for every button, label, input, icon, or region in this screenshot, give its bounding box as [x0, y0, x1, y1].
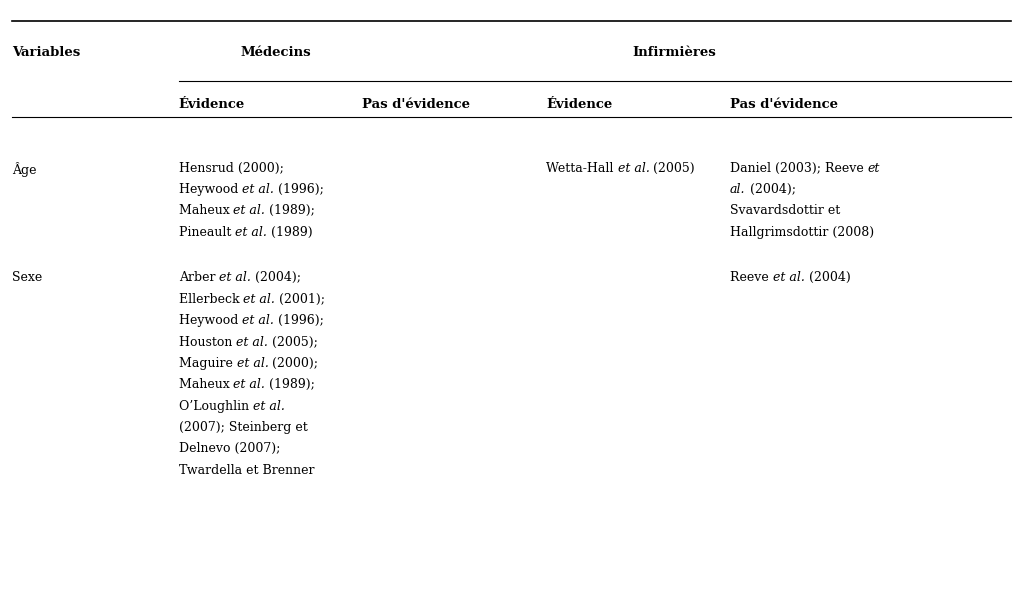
- Text: Médecins: Médecins: [240, 46, 311, 59]
- Text: Wetta-Hall: Wetta-Hall: [546, 162, 618, 174]
- Text: et: et: [868, 162, 880, 174]
- Text: Évidence: Évidence: [179, 98, 245, 110]
- Text: Arber: Arber: [179, 271, 220, 284]
- Text: Daniel (2003); Reeve: Daniel (2003); Reeve: [730, 162, 868, 174]
- Text: et al.: et al.: [242, 314, 274, 327]
- Text: Pas d'évidence: Pas d'évidence: [362, 98, 471, 110]
- Text: Svavardsdottir et: Svavardsdottir et: [730, 204, 840, 217]
- Text: et al.: et al.: [234, 204, 265, 217]
- Text: Sexe: Sexe: [12, 271, 43, 284]
- Text: Maguire: Maguire: [179, 357, 237, 370]
- Text: Hensrud (2000);: Hensrud (2000);: [179, 162, 284, 174]
- Text: Heywood: Heywood: [179, 314, 242, 327]
- Text: (1989): (1989): [266, 226, 312, 239]
- Text: et al.: et al.: [220, 271, 251, 284]
- Text: Maheux: Maheux: [179, 204, 234, 217]
- Text: Pineault: Pineault: [179, 226, 235, 239]
- Text: et al.: et al.: [618, 162, 649, 174]
- Text: (2001);: (2001);: [276, 293, 325, 306]
- Text: Ellerbeck: Ellerbeck: [179, 293, 243, 306]
- Text: (2004): (2004): [805, 271, 850, 284]
- Text: Variables: Variables: [12, 46, 81, 59]
- Text: et al.: et al.: [234, 378, 265, 391]
- Text: et al.: et al.: [242, 183, 274, 196]
- Text: (2005);: (2005);: [268, 336, 318, 348]
- Text: (2000);: (2000);: [269, 357, 319, 370]
- Text: et al.: et al.: [253, 400, 285, 412]
- Text: et al.: et al.: [237, 357, 269, 370]
- Text: et al.: et al.: [243, 293, 276, 306]
- Text: Reeve: Reeve: [730, 271, 773, 284]
- Text: (2004);: (2004);: [745, 183, 795, 196]
- Text: Houston: Houston: [179, 336, 236, 348]
- Text: (2007); Steinberg et: (2007); Steinberg et: [179, 421, 307, 434]
- Text: et al.: et al.: [236, 336, 268, 348]
- Text: (2005): (2005): [649, 162, 695, 174]
- Text: Infirmières: Infirmières: [632, 46, 716, 59]
- Text: (1989);: (1989);: [265, 378, 315, 391]
- Text: et al.: et al.: [235, 226, 266, 239]
- Text: et al.: et al.: [773, 271, 805, 284]
- Text: Delnevo (2007);: Delnevo (2007);: [179, 442, 280, 455]
- Text: Maheux: Maheux: [179, 378, 234, 391]
- Text: Heywood: Heywood: [179, 183, 242, 196]
- Text: Évidence: Évidence: [546, 98, 613, 110]
- Text: al.: al.: [730, 183, 745, 196]
- Text: Hallgrimsdottir (2008): Hallgrimsdottir (2008): [730, 226, 874, 239]
- Text: Pas d'évidence: Pas d'évidence: [730, 98, 838, 110]
- Text: (1996);: (1996);: [274, 314, 324, 327]
- Text: Twardella et Brenner: Twardella et Brenner: [179, 464, 314, 476]
- Text: (2004);: (2004);: [251, 271, 301, 284]
- Text: (1989);: (1989);: [265, 204, 315, 217]
- Text: Âge: Âge: [12, 162, 37, 177]
- Text: (1996);: (1996);: [274, 183, 324, 196]
- Text: O’Loughlin: O’Loughlin: [179, 400, 253, 412]
